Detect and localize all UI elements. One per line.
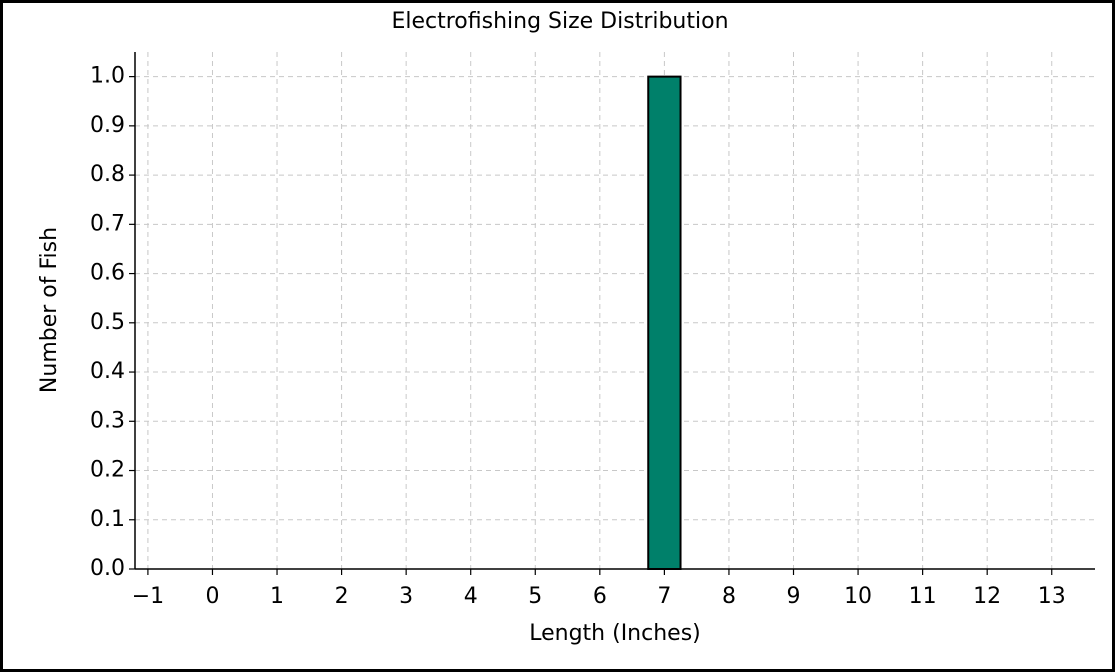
y-tick-label: 0.3 — [90, 408, 125, 433]
x-tick-label: 10 — [844, 584, 872, 609]
y-tick-label: 0.5 — [90, 310, 125, 335]
x-tick-label: 7 — [657, 584, 671, 609]
y-axis-label: Number of Fish — [37, 227, 62, 393]
y-tick-label: 0.8 — [90, 162, 125, 187]
y-tick-label: 0.4 — [90, 359, 125, 384]
x-tick-label: −1 — [132, 584, 164, 609]
x-tick-label: 6 — [593, 584, 607, 609]
chart-title: Electrofishing Size Distribution — [391, 9, 728, 34]
x-axis-label: Length (Inches) — [529, 621, 701, 646]
x-tick-label: 1 — [270, 584, 284, 609]
x-tick-label: 9 — [787, 584, 801, 609]
x-tick-label: 3 — [399, 584, 413, 609]
x-tick-label: 4 — [464, 584, 478, 609]
y-tick-label: 0.6 — [90, 261, 125, 286]
bar — [647, 75, 682, 570]
y-tick-label: 0.2 — [90, 458, 125, 483]
x-tick-label: 5 — [528, 584, 542, 609]
x-tick-label: 12 — [973, 584, 1001, 609]
x-tick-label: 11 — [909, 584, 937, 609]
x-tick-label: 13 — [1038, 584, 1066, 609]
x-tick-label: 8 — [722, 584, 736, 609]
y-tick-label: 0.9 — [90, 113, 125, 138]
y-tick-label: 1.0 — [90, 64, 125, 89]
x-tick-label: 2 — [335, 584, 349, 609]
y-tick-label: 0.1 — [90, 507, 125, 532]
y-tick-label: 0.0 — [90, 556, 125, 581]
y-tick-label: 0.7 — [90, 211, 125, 236]
x-tick-label: 0 — [205, 584, 219, 609]
